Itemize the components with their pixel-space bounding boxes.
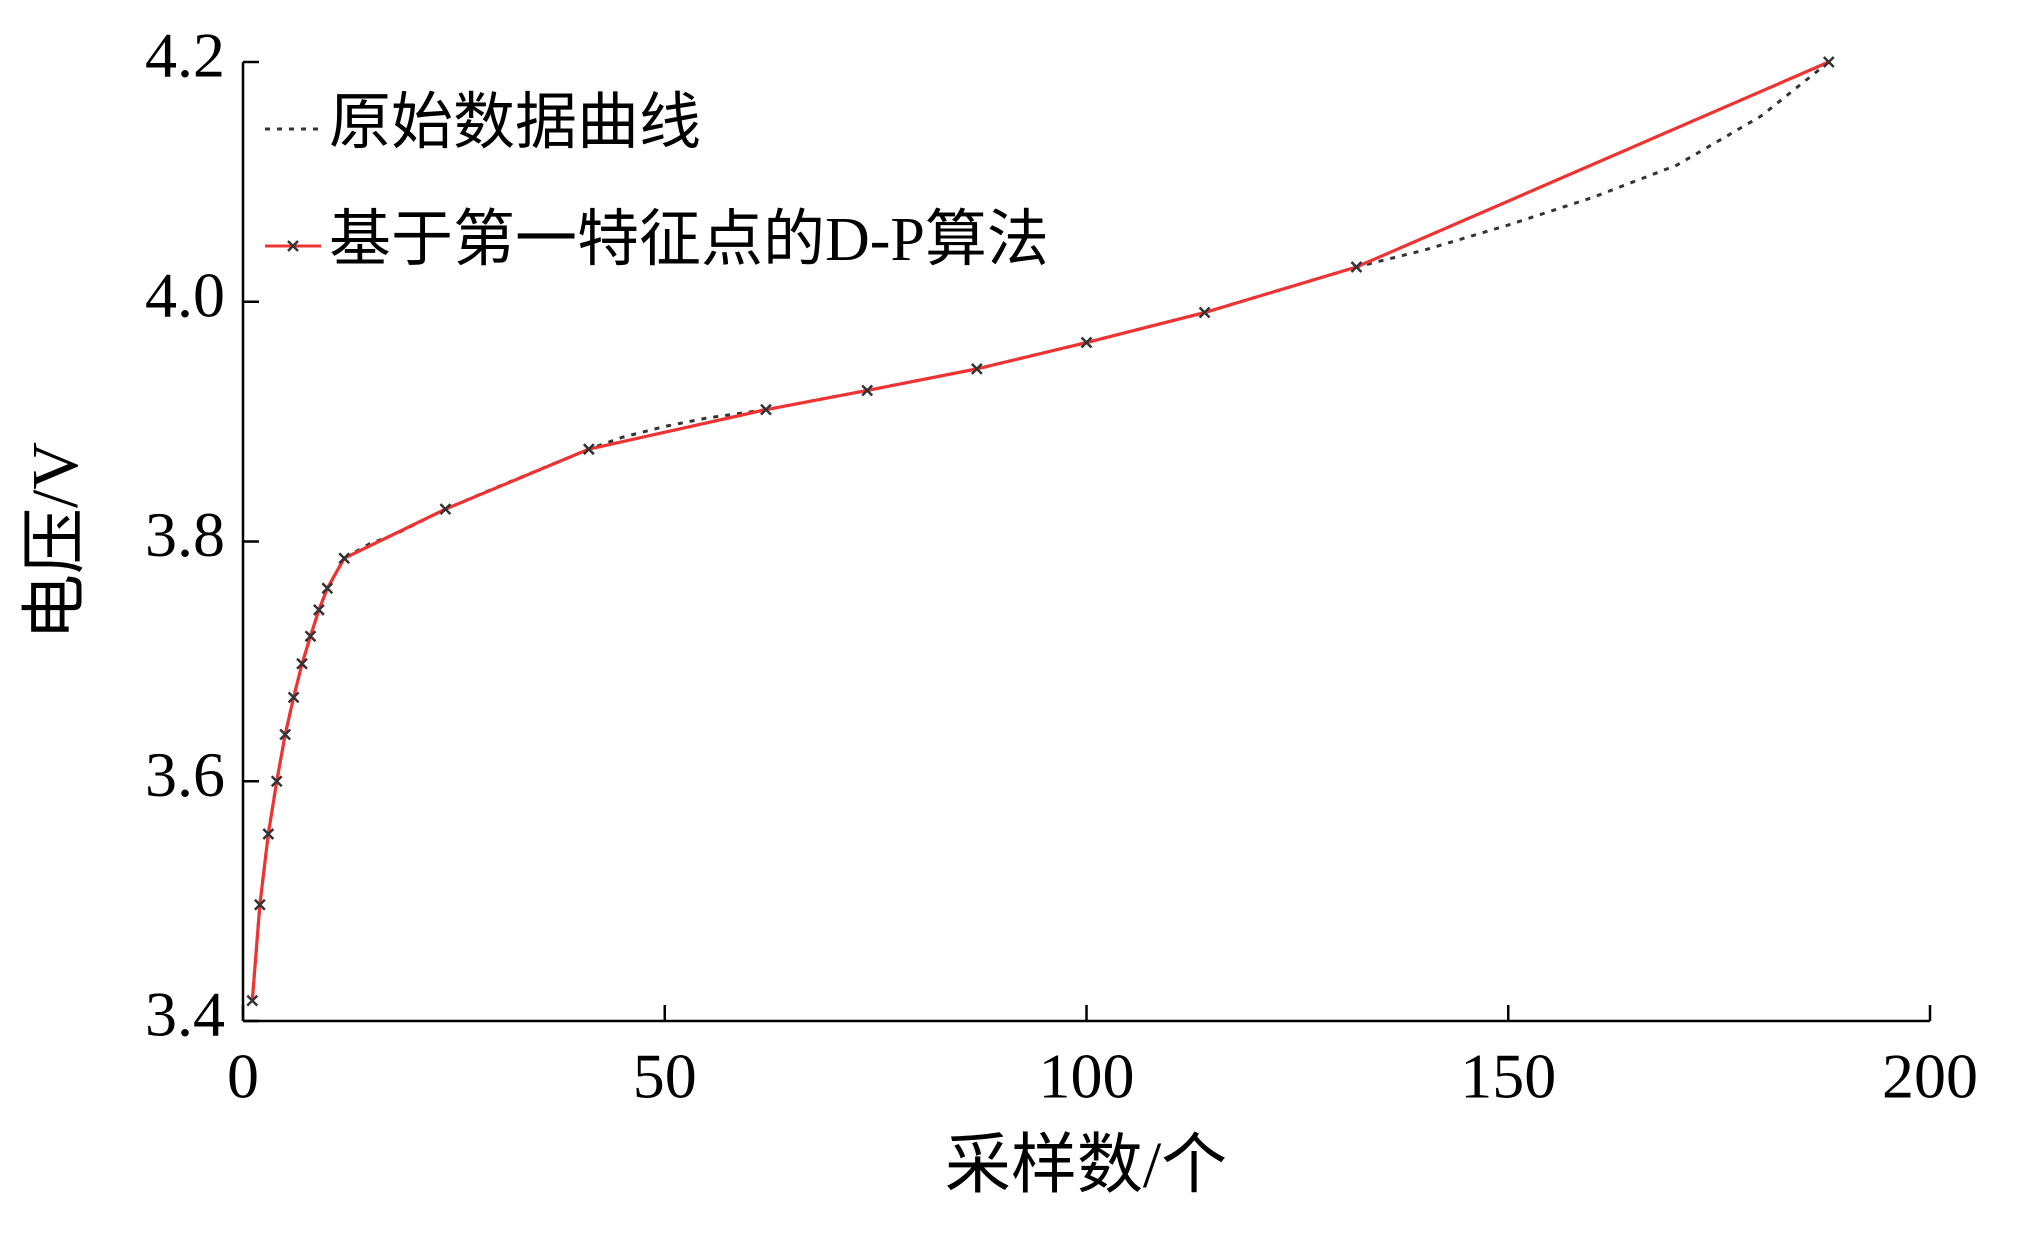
y-tick-label: 4.0 (145, 259, 225, 330)
legend-label: 原始数据曲线 (329, 89, 701, 157)
data-marker (861, 384, 874, 397)
data-marker (338, 552, 351, 565)
x-tick-label: 50 (633, 1041, 697, 1112)
data-marker (313, 603, 325, 616)
data-marker (439, 503, 452, 516)
data-marker (304, 630, 317, 643)
data-marker (321, 582, 334, 595)
y-tick-label: 3.6 (145, 739, 225, 810)
data-marker (1198, 306, 1211, 319)
data-marker (253, 898, 266, 911)
x-axis-title: 采样数/个 (945, 1129, 1227, 1202)
x-tick-label: 0 (227, 1041, 259, 1112)
legend-marker (287, 240, 299, 252)
data-marker (246, 994, 259, 1007)
y-tick-label: 3.8 (145, 499, 225, 570)
data-marker (287, 691, 300, 704)
series-line (250, 60, 1830, 1001)
data-marker (296, 657, 308, 670)
data-marker (970, 362, 983, 375)
x-tick-label: 100 (1039, 1041, 1135, 1112)
data-marker (1350, 261, 1363, 273)
data-marker (760, 403, 772, 416)
data-marker (1080, 336, 1093, 349)
y-tick-label: 3.4 (145, 979, 225, 1050)
data-marker (582, 443, 595, 456)
data-marker (262, 828, 275, 840)
data-marker (270, 775, 283, 788)
y-axis-title: 电压/V (19, 442, 92, 640)
x-tick-label: 150 (1460, 1041, 1556, 1112)
data-marker (1822, 56, 1835, 68)
y-tick-label: 4.2 (145, 20, 225, 91)
legend-label: 基于第一特征点的D-P算法 (329, 206, 1049, 274)
data-marker (279, 728, 292, 741)
series-line (250, 60, 1830, 1001)
x-tick-label: 200 (1882, 1041, 1978, 1112)
